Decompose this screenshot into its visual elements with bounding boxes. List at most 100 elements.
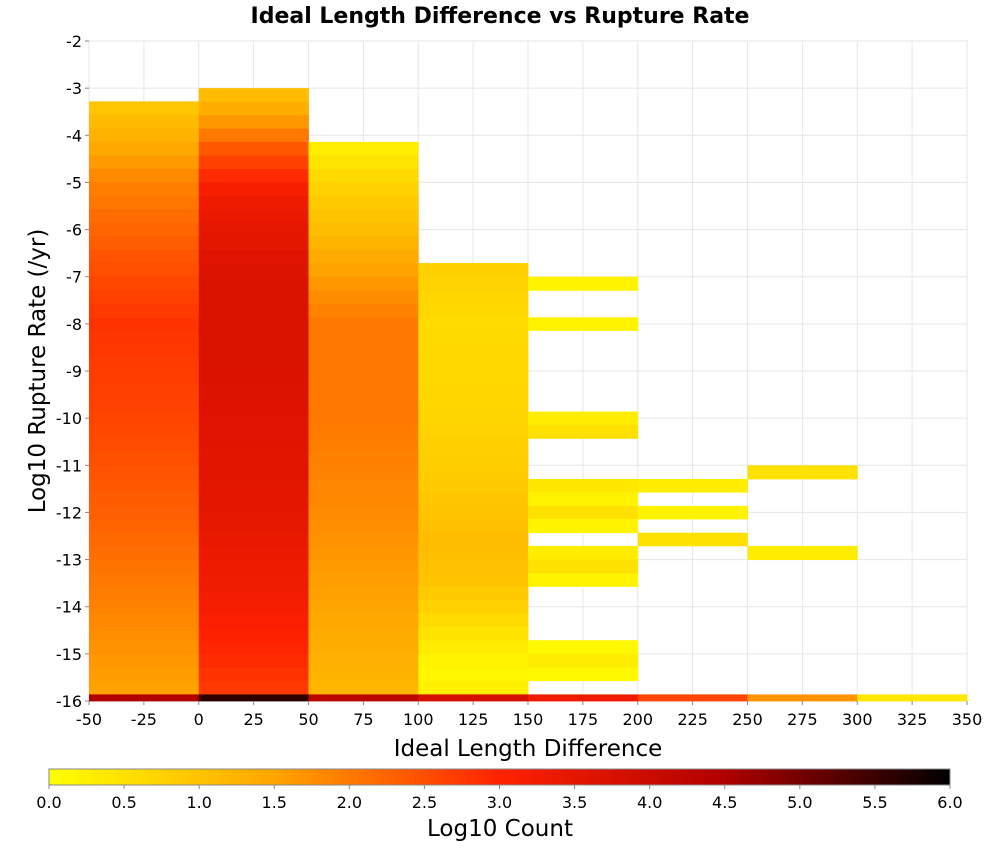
y-axis-label: Log10 Rupture Rate (/yr): [25, 229, 51, 514]
heatmap-cell: [89, 465, 200, 480]
heatmap-cell: [418, 330, 529, 345]
heatmap-cell: [528, 519, 639, 534]
heatmap-cell: [308, 168, 419, 183]
heatmap-cell: [308, 236, 419, 251]
heatmap-cell: [89, 424, 200, 439]
heatmap-cell: [89, 101, 200, 116]
heatmap-cell: [198, 560, 309, 574]
heatmap-cell: [308, 182, 419, 197]
y-tick-label: -3: [66, 79, 82, 98]
x-tick-label: 350: [952, 710, 983, 729]
heatmap-cell: [747, 694, 858, 702]
heatmap-cell: [418, 263, 529, 277]
heatmap-cell: [198, 667, 309, 682]
x-tick-label: 175: [568, 710, 599, 729]
heatmap-cell: [308, 317, 419, 332]
heatmap-cell: [198, 411, 309, 426]
heatmap-cell: [308, 303, 419, 318]
colorbar-tick-label: 2.5: [412, 793, 437, 812]
heatmap-cell: [89, 384, 200, 399]
heatmap-cell: [198, 155, 309, 170]
heatmap-cell: [528, 276, 639, 291]
heatmap-cell: [418, 573, 529, 588]
heatmap-cell: [308, 478, 419, 493]
heatmap-cell: [418, 438, 529, 453]
heatmap-cell: [198, 169, 309, 183]
heatmap-cell: [89, 263, 200, 278]
colorbar: [48, 768, 951, 786]
heatmap-cell: [89, 478, 200, 493]
heatmap-cell: [198, 196, 309, 210]
heatmap-cell: [528, 667, 639, 682]
heatmap-cell: [528, 492, 639, 507]
heatmap-cell: [418, 465, 529, 480]
heatmap-cell: [418, 290, 529, 304]
heatmap-cell: [89, 330, 200, 345]
heatmap-cell: [89, 519, 200, 534]
heatmap-cell: [89, 141, 200, 156]
y-tick-label: -14: [56, 598, 82, 617]
heatmap-cell: [198, 249, 309, 264]
heatmap-cell: [418, 316, 529, 331]
x-tick-label: -50: [76, 710, 102, 729]
heatmap-cell: [418, 546, 529, 561]
y-tick-label: -4: [66, 126, 82, 145]
heatmap-cell: [528, 573, 639, 587]
y-tick-label: -7: [66, 268, 82, 287]
heatmap-cell: [198, 317, 309, 332]
heatmap-cell: [418, 586, 529, 601]
heatmap-cell: [89, 236, 200, 251]
heatmap-cell: [308, 222, 419, 237]
heatmap-cell: [89, 492, 200, 507]
heatmap-cell: [89, 317, 200, 331]
heatmap-cell: [89, 505, 200, 520]
heatmap-cell: [637, 532, 748, 547]
y-tick-label: -5: [66, 173, 82, 192]
heatmap-cell: [89, 344, 200, 358]
heatmap-cell: [308, 209, 419, 224]
heatmap-cell: [198, 209, 309, 224]
heatmap-cell: [198, 128, 309, 143]
colorbar-tick-label: 4.5: [712, 793, 737, 812]
heatmap-cell: [308, 573, 419, 588]
x-axis-ticks: -50 -25 0 25 50 75 100 125 150 175 200 225 250 275 300…: [76, 701, 982, 729]
heatmap-cell: [89, 397, 200, 412]
heatmap-cell: [89, 654, 200, 669]
heatmap-cell: [198, 371, 309, 386]
heatmap-cell: [308, 263, 419, 278]
heatmap-cell: [198, 479, 309, 494]
heatmap-cell: [198, 398, 309, 413]
heatmap-cell: [528, 559, 639, 574]
heatmap-cell: [528, 640, 639, 655]
colorbar-label: Log10 Count: [427, 816, 573, 842]
heatmap-cell: [89, 694, 200, 702]
heatmap-cells: [89, 88, 968, 702]
x-tick-label: 325: [897, 710, 928, 729]
heatmap-cell: [308, 141, 419, 156]
heatmap-cell: [308, 195, 419, 210]
heatmap-cell: [89, 411, 200, 426]
heatmap-cell: [308, 465, 419, 480]
heatmap-cell: [418, 424, 529, 439]
heatmap-cell: [198, 694, 309, 702]
heatmap-cell: [89, 586, 200, 601]
x-tick-label: 125: [458, 710, 489, 729]
heatmap-cell: [198, 573, 309, 588]
heatmap-cell: [198, 627, 309, 642]
heatmap-cell: [198, 546, 309, 561]
heatmap-cell: [308, 586, 419, 601]
heatmap-cell: [198, 142, 309, 156]
heatmap-cell: [198, 438, 309, 453]
heatmap-cell: [89, 627, 200, 642]
heatmap-cell: [198, 654, 309, 669]
colorbar-tick-label: 5.0: [787, 793, 812, 812]
heatmap-cell: [198, 640, 309, 655]
heatmap-cell: [308, 425, 419, 439]
y-tick-label: -8: [66, 315, 82, 334]
heatmap-cell: [308, 371, 419, 385]
heatmap-cell: [418, 667, 529, 682]
heatmap-cell: [418, 559, 529, 574]
heatmap-cell: [418, 505, 529, 520]
heatmap-cell: [528, 545, 639, 560]
x-tick-label: 275: [787, 710, 818, 729]
